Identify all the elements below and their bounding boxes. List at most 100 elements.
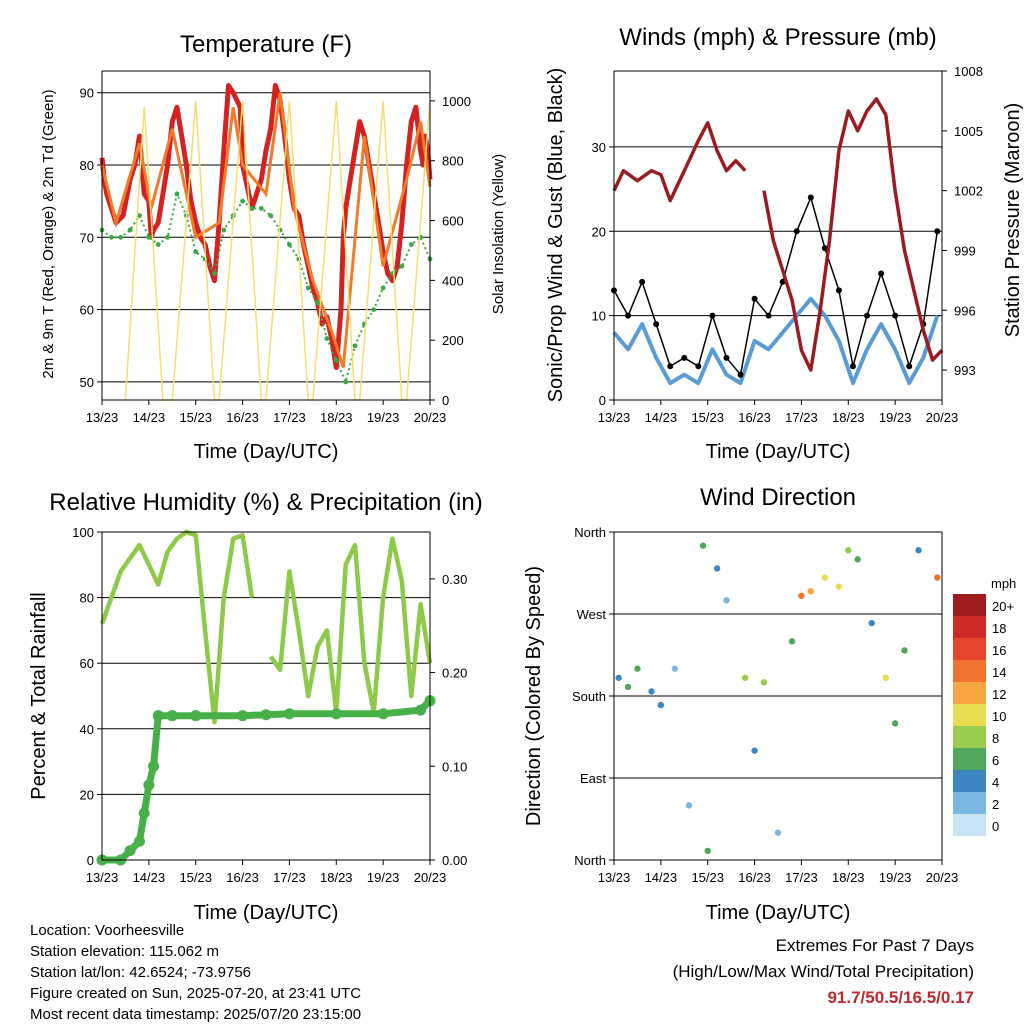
y-tick-label: 10 xyxy=(592,309,606,324)
y2-tick-label: 800 xyxy=(442,154,464,169)
gust-point xyxy=(934,228,941,235)
y2-tick-label: 999 xyxy=(954,243,976,258)
y2-tick-label: 1008 xyxy=(954,64,983,79)
temperature-ylabel-right: Solar Insolation (Yellow) xyxy=(490,154,507,314)
direction-title: Wind Direction xyxy=(700,484,856,511)
legend-swatch xyxy=(953,726,986,748)
legend-label: 4 xyxy=(992,775,999,790)
y-tick-label: 40 xyxy=(80,722,94,737)
x-tick-label: 20/23 xyxy=(926,870,959,885)
temp2m-series xyxy=(99,83,433,370)
direction-point xyxy=(723,597,730,604)
legend-label: 20+ xyxy=(992,599,1014,614)
legend-label: 2 xyxy=(992,797,999,812)
direction-point xyxy=(882,674,889,681)
y2-tick-label: 0.30 xyxy=(442,572,467,587)
legend-label: 8 xyxy=(992,731,999,746)
y-tick-label: East xyxy=(580,771,606,786)
solar-series xyxy=(124,100,431,401)
y-tick-label: 20 xyxy=(592,224,606,239)
precip-series xyxy=(98,697,434,864)
y-tick-label: North xyxy=(574,853,606,868)
direction-point xyxy=(868,619,875,627)
legend-swatch xyxy=(953,704,986,726)
legend-label: 10 xyxy=(992,709,1006,724)
x-tick-label: 13/23 xyxy=(86,870,119,885)
x-tick-label: 14/23 xyxy=(645,870,678,885)
temperature-ylabel-left: 2m & 9m T (Red, Orange) & 2m Td (Green) xyxy=(40,89,57,378)
x-tick-label: 20/23 xyxy=(414,410,447,425)
x-tick-label: 16/23 xyxy=(738,410,771,425)
legend-label: 18 xyxy=(992,621,1006,636)
direction-point xyxy=(788,638,796,645)
legend-swatch xyxy=(953,792,986,814)
plot-frame xyxy=(101,70,431,401)
humidity-xlabel: Time (Day/UTC) xyxy=(194,902,339,924)
x-tick-label: 13/23 xyxy=(86,410,119,425)
humidity-ylabel-left: Percent & Total Rainfall xyxy=(28,592,50,800)
y2-tick-label: 1000 xyxy=(442,94,471,109)
direction-point xyxy=(760,679,768,686)
y-tick-label: 80 xyxy=(80,591,94,606)
x-tick-label: 20/23 xyxy=(414,870,447,885)
direction-point xyxy=(854,556,861,563)
direction-point xyxy=(798,592,805,599)
y2-tick-label: 0 xyxy=(442,393,449,408)
y-tick-label: West xyxy=(577,607,607,622)
legend-unit: mph xyxy=(991,576,1016,591)
x-tick-label: 20/23 xyxy=(926,410,959,425)
x-tick-label: 19/23 xyxy=(879,870,912,885)
y2-tick-label: 993 xyxy=(954,363,976,378)
x-tick-label: 19/23 xyxy=(367,410,400,425)
direction-point xyxy=(901,647,908,654)
y-tick-label: 60 xyxy=(80,303,94,318)
y-tick-label: 0 xyxy=(599,393,606,408)
y-tick-label: 70 xyxy=(80,230,94,245)
humidity-panel: Relative Humidity (%) & Precipitation (i… xyxy=(28,489,483,924)
legend-swatch xyxy=(953,814,986,836)
y2-tick-label: 1002 xyxy=(954,184,983,199)
x-tick-label: 15/23 xyxy=(691,870,724,885)
direction-point xyxy=(634,665,641,672)
x-tick-label: 14/23 xyxy=(133,870,166,885)
direction-point xyxy=(774,829,782,836)
extremes-subheading: (High/Low/Max Wind/Total Precipitation) xyxy=(672,962,974,981)
y-tick-label: South xyxy=(572,689,606,704)
extremes-box: Extremes For Past 7 Days (High/Low/Max W… xyxy=(673,933,974,1011)
y2-tick-label: 0.00 xyxy=(442,853,467,868)
x-tick-label: 13/23 xyxy=(598,870,631,885)
temperature-plot: 50 60 70 80 90 0 200 400 600 800 1000 13/23 14/23 15/… xyxy=(80,70,471,425)
x-tick-label: 18/23 xyxy=(832,870,865,885)
created-text: Figure created on Sun, 2025-07-20, at 23… xyxy=(30,985,362,1002)
x-tick-label: 17/23 xyxy=(785,870,818,885)
direction-point xyxy=(713,565,721,572)
direction-point xyxy=(742,674,749,681)
station-info: Location: Voorheesville Station elevatio… xyxy=(30,920,361,1025)
direction-point xyxy=(751,747,758,754)
x-tick-label: 16/23 xyxy=(226,870,259,885)
winds-ylabel-right: Station Pressure (Maroon) xyxy=(1002,103,1024,338)
legend-swatch xyxy=(953,770,986,792)
y-tick-label: 60 xyxy=(80,656,94,671)
x-tick-label: 14/23 xyxy=(645,410,678,425)
direction-point xyxy=(624,683,632,691)
x-tick-label: 15/23 xyxy=(179,870,212,885)
y2-tick-label: 400 xyxy=(442,273,464,288)
direction-point xyxy=(845,547,852,554)
x-tick-label: 15/23 xyxy=(691,410,724,425)
direction-point xyxy=(685,802,693,809)
rh-series xyxy=(99,529,433,725)
temperature-title: Temperature (F) xyxy=(180,31,352,58)
location-text: Location: Voorheesville xyxy=(30,922,185,939)
legend-swatch xyxy=(953,638,986,660)
winds-plot: 0 10 20 30 993 996 999 1002 1005 1008 13/23 14/23 15… xyxy=(592,64,983,425)
y2-tick-label: 600 xyxy=(442,214,464,229)
y-tick-label: North xyxy=(574,525,606,540)
x-tick-label: 17/23 xyxy=(273,410,306,425)
legend-label: 6 xyxy=(992,753,999,768)
plot-frame xyxy=(613,531,943,861)
legend-swatch xyxy=(953,660,986,682)
y-tick-label: 20 xyxy=(80,787,94,802)
plot-frame xyxy=(613,70,943,401)
